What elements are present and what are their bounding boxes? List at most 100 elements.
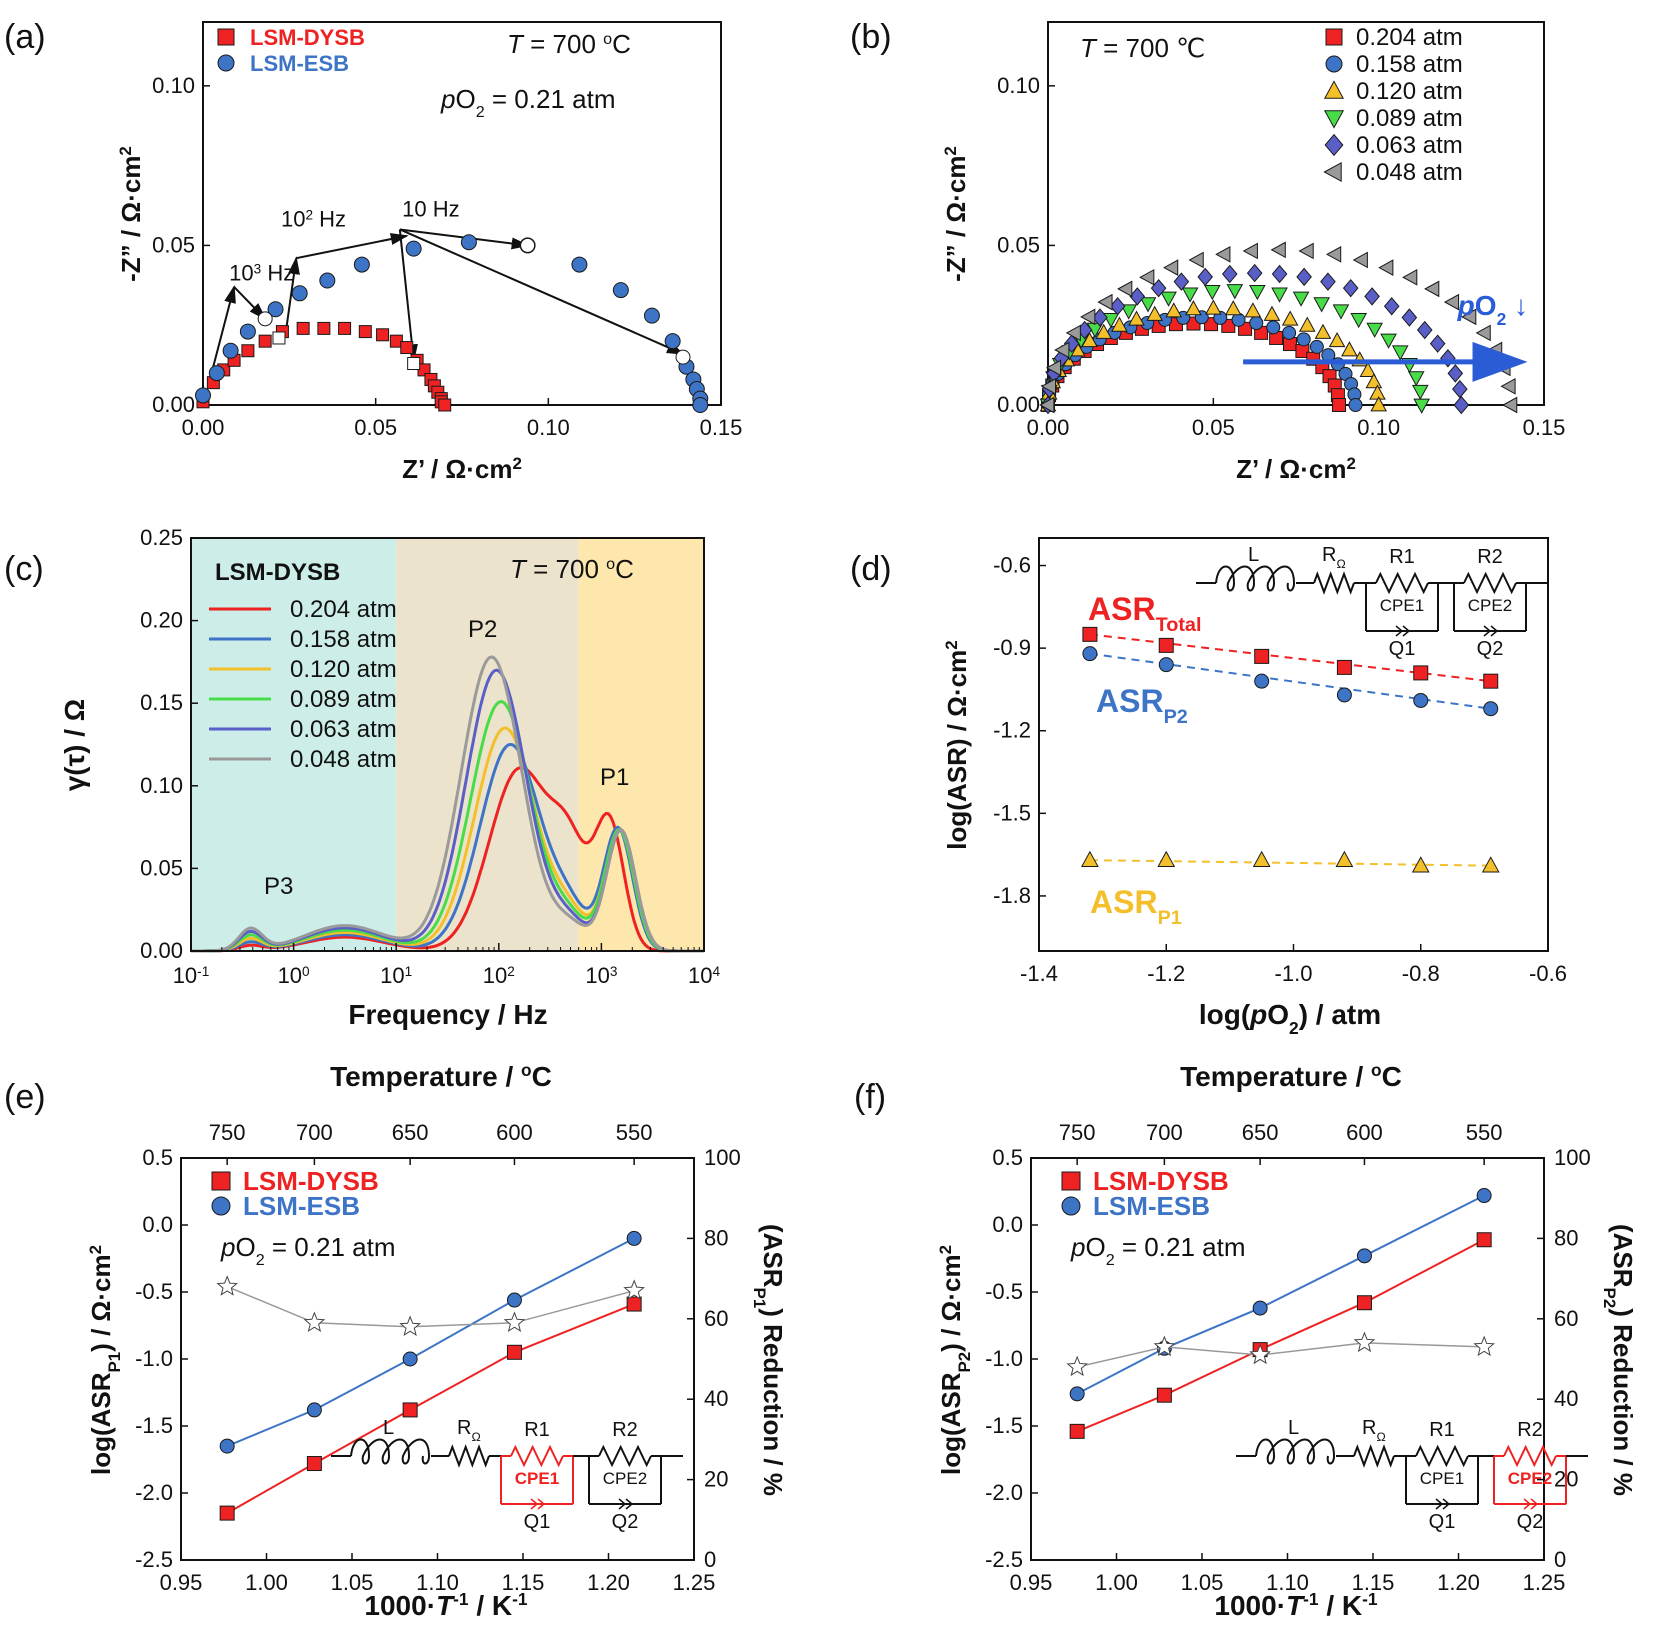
text-part: 4 [712, 964, 720, 979]
data-point-ASRP2 [1413, 692, 1429, 708]
circuit-label-Q2: Q2 [1517, 1511, 1544, 1533]
y-tick-label: 0.05 [140, 855, 183, 880]
label-part: Z’ / Ω·cm [402, 454, 512, 484]
data-point-LSM-DYSB [296, 321, 310, 335]
label-part: 2 [86, 1245, 105, 1254]
y2-tick-label: 80 [1554, 1225, 1578, 1250]
y-axis-title: log(ASRP2) / Ω·cm2 [936, 1245, 974, 1475]
data-point-0.063 atm [1173, 272, 1190, 291]
label-part: 2 [936, 1245, 955, 1254]
text-part: 0 [302, 964, 310, 979]
open-marker [675, 349, 691, 365]
data-point-0.120 atm [1263, 305, 1281, 321]
text-part: Hz [313, 206, 346, 231]
data-point-0.158 atm [1282, 325, 1297, 340]
data-point-LSM-DYSB [1356, 1295, 1372, 1311]
data-point-Reduction [216, 1275, 238, 1296]
data-point-ASRP2 [1483, 701, 1499, 717]
data-point-0.158 atm [1309, 339, 1324, 354]
legend-label: 0.120 atm [1356, 78, 1463, 105]
data-point-LSM-DYSB [258, 334, 272, 348]
series-line-0.048 atm [191, 655, 704, 953]
x-axis-title: Z’ / Ω·cm2 [1236, 454, 1356, 485]
circuit-label-CPE2: CPE2 [1468, 596, 1512, 615]
y-tick-label: -1.0 [135, 1346, 173, 1371]
circuit-label-R1: R1 [524, 1419, 550, 1441]
text-part: 10 [688, 963, 712, 988]
data-point-0.089 atm [1160, 291, 1177, 307]
data-point-Reduction [1249, 1343, 1271, 1365]
label-part: ) Reduction / % [1608, 1308, 1638, 1496]
y2-tick-label: 80 [704, 1225, 728, 1250]
panel-b: (b)0.00 0.05 0.10 0.150.000.050.10Z’ / Ω·cm… [850, 18, 1565, 484]
y-axis-title: -Z” / Ω·cm2 [116, 146, 147, 282]
text-part: = 700 ℃ [1096, 33, 1205, 63]
data-point-LSM-DYSB [1476, 1232, 1492, 1248]
data-point-ASRP1 [1252, 850, 1271, 867]
data-point-0.120 atm [1128, 310, 1145, 326]
text-part: P2 [1164, 706, 1188, 728]
y-tick-label: -2.5 [135, 1547, 173, 1572]
label-part: log(ASR [936, 1372, 966, 1475]
x-axis-title: Z’ / Ω·cm2 [402, 454, 522, 485]
data-point-LSM-ESB [195, 387, 211, 404]
data-point-0.063 atm [1320, 272, 1336, 291]
text-part: = 700 [526, 554, 606, 584]
data-point-LSM-ESB [267, 301, 284, 318]
y-tick-label: -2.0 [985, 1480, 1023, 1505]
data-point-0.120 atm [1224, 300, 1242, 316]
data-point-0.048 atm [1378, 259, 1394, 276]
resistor-zigzag [1353, 1444, 1395, 1468]
data-point-LSM-DYSB [241, 344, 255, 358]
data-point-LSM-DYSB [400, 341, 414, 355]
label-part: 2 [116, 146, 135, 155]
x-tick-label: 10-1 [173, 963, 210, 988]
y-tick-label: 0.15 [140, 690, 183, 715]
data-point-0.063 atm [1129, 287, 1146, 306]
top-tick-label: 750 [1059, 1120, 1096, 1145]
text-part: = 0.21 atm [265, 1232, 396, 1262]
data-point-0.048 atm [1443, 293, 1460, 311]
circuit-label-R2: R2 [1477, 546, 1503, 568]
x-tick-label: 0.10 [1357, 415, 1400, 440]
y-tick-label: -1.8 [993, 883, 1031, 908]
panel-label: (e) [4, 1078, 46, 1116]
data-point-0.089 atm [1120, 304, 1138, 320]
annotation-arrow [284, 256, 300, 332]
data-point-ASRTotal [1082, 626, 1098, 642]
data-point-0.063 atm [1447, 364, 1464, 383]
data-point-LSM-DYSB [506, 1344, 522, 1360]
data-point-0.089 atm [1366, 322, 1383, 338]
text-part: Ω [1376, 1430, 1385, 1444]
inductor-coil [350, 1438, 431, 1465]
top-tick-label: 700 [1146, 1120, 1183, 1145]
x-tick-label: 0.95 [160, 1570, 203, 1595]
cpe-symbol [1483, 625, 1499, 637]
x-tick-label: 1.10 [1266, 1570, 1309, 1595]
label-part: 2 [942, 640, 961, 649]
circuit-label-L: L [383, 1417, 394, 1439]
label-part: log(ASR) / Ω·cm [942, 650, 972, 850]
x-tick-label: 102 [483, 963, 515, 988]
data-point-ASRTotal [1254, 648, 1270, 664]
text-part: 3 [610, 964, 618, 979]
data-point-LSM-ESB [353, 256, 370, 273]
top-axis-title: Temperature / oC [1180, 1060, 1402, 1092]
condition-temperature: T = 700 ℃ [1080, 33, 1205, 63]
y2-tick-label: 40 [1554, 1386, 1578, 1411]
series-line-LSM-ESB [1076, 1194, 1485, 1395]
data-point-LSM-DYSB [338, 321, 352, 335]
circuit-label-R-omega: RΩ [1362, 1417, 1386, 1444]
data-point-0.120 atm [1365, 373, 1383, 389]
data-point-0.158 atm [1213, 310, 1228, 325]
text-part: = 700 [523, 29, 603, 59]
open-marker [407, 357, 421, 371]
legend-marker-dysb [217, 28, 235, 46]
data-point-0.048 atm [1242, 242, 1258, 260]
text-part: 10 [281, 206, 305, 231]
panel-c: (c)10-1 100 101 102 103 1040.000.050.100.150.… [4, 525, 720, 1030]
legend-marker [1325, 55, 1343, 73]
x-tick-label: 1.25 [1523, 1570, 1566, 1595]
x-tick-label: 1.20 [1437, 1570, 1480, 1595]
